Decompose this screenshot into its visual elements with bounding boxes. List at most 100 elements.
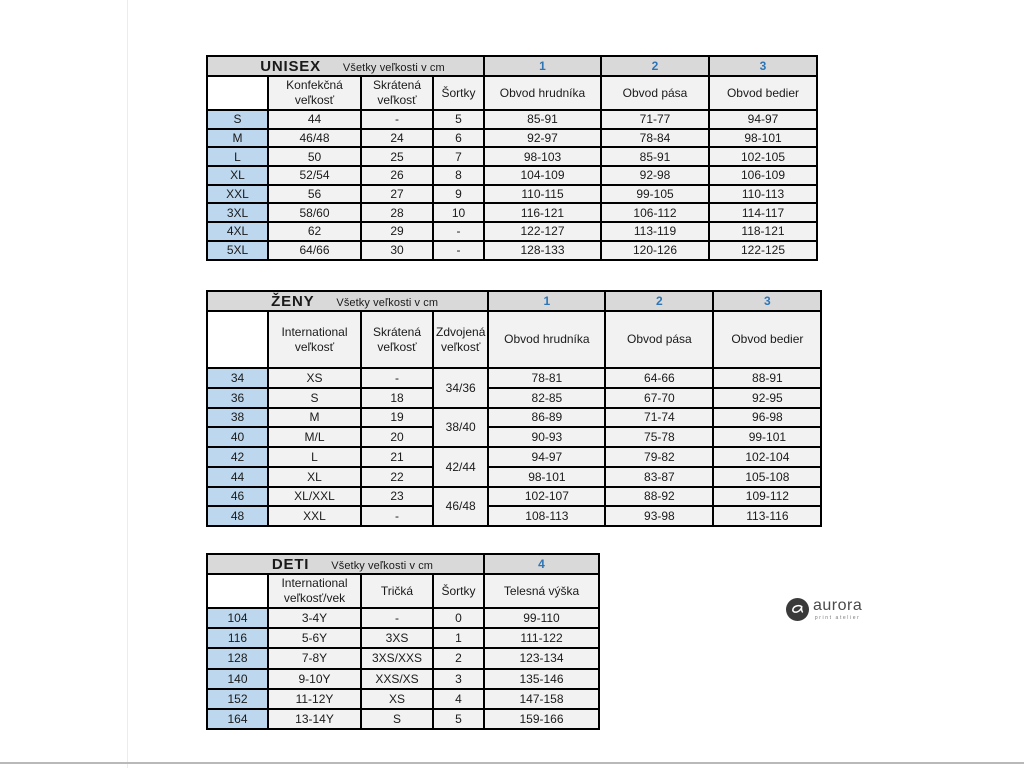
value-cell: 83-87: [604, 465, 715, 488]
page-edge-line-left: [127, 0, 128, 768]
value-cell: 78-81: [487, 367, 607, 389]
value-cell: L: [267, 446, 362, 468]
value-cell: 120-126: [600, 239, 710, 261]
value-cell: 5-6Y: [267, 627, 362, 650]
value-cell: 92-97: [483, 127, 602, 149]
blank-header-cell: [206, 573, 269, 609]
size-label-cell: 46: [206, 485, 269, 508]
value-cell: 102-105: [708, 146, 818, 168]
column-header: Obvod bedier: [708, 75, 818, 111]
column-header: Telesná výška: [483, 573, 600, 609]
measure-number: 1: [487, 290, 607, 312]
measure-number: 2: [600, 55, 710, 77]
value-cell: 94-97: [708, 109, 818, 130]
value-cell: 94-97: [487, 446, 607, 468]
value-cell: 106-109: [708, 165, 818, 186]
value-cell: 7: [432, 146, 485, 168]
column-header: Zdvojená veľkosť: [431, 310, 490, 369]
page-edge-line-bottom: [0, 762, 1024, 764]
table-row: 48 XXL - 108-113 93-98 113-116: [206, 505, 823, 527]
column-header: Obvod hrudníka: [483, 75, 602, 111]
value-cell: 85-91: [483, 109, 602, 130]
table-subtitle: Všetky veľkosti v cm: [336, 296, 439, 309]
value-cell: 27: [360, 183, 434, 205]
value-cell: M/L: [267, 426, 362, 448]
size-label-cell: 104: [206, 606, 269, 630]
size-label-cell: M: [206, 127, 269, 149]
aurora-logo-icon: [786, 598, 809, 621]
value-cell: 85-91: [600, 146, 710, 168]
value-cell: 3: [432, 667, 485, 690]
size-label-cell: 40: [206, 426, 269, 448]
value-cell: 0: [432, 606, 485, 630]
value-cell: 30: [360, 239, 434, 261]
value-cell: 44: [267, 109, 362, 130]
value-cell: 122-127: [483, 221, 602, 242]
measure-number: 3: [712, 290, 823, 312]
value-cell: 23: [360, 485, 434, 508]
value-cell: 122-125: [708, 239, 818, 261]
table-title: DETI: [271, 555, 310, 573]
value-cell: 98-101: [487, 465, 607, 488]
table-row: M 46/48 24 6 92-97 78-84 98-101: [206, 127, 818, 149]
value-cell: 104-109: [483, 165, 602, 186]
size-label-cell: L: [206, 146, 269, 168]
table-row: XL 52/54 26 8 104-109 92-98 106-109: [206, 165, 818, 186]
measure-number: 4: [483, 553, 600, 575]
table-title-cell: DETI Všetky veľkosti v cm: [206, 553, 485, 575]
value-cell: 42/44: [431, 446, 490, 488]
size-label-cell: 4XL: [206, 221, 269, 242]
size-label-cell: 48: [206, 505, 269, 527]
table-row: L 50 25 7 98-103 85-91 102-105: [206, 146, 818, 168]
table-row: 42 L 21 42/44 94-97 79-82 102-104: [206, 446, 823, 488]
value-cell: 102-107: [487, 485, 607, 508]
column-header: Šortky: [432, 573, 485, 609]
value-cell: 99-101: [712, 426, 823, 448]
value-cell: 111-122: [483, 627, 600, 650]
value-cell: 11-12Y: [267, 687, 362, 710]
value-cell: 110-113: [708, 183, 818, 205]
value-cell: 113-119: [600, 221, 710, 242]
measure-number: 1: [483, 55, 602, 77]
size-label-cell: 5XL: [206, 239, 269, 261]
value-cell: 159-166: [483, 707, 600, 731]
column-header: Konfekčná veľkosť: [267, 75, 362, 111]
table-row: 140 9-10Y XXS/XS 3 135-146: [206, 667, 600, 690]
deti-size-table: DETI Všetky veľkosti v cm 4 International v…: [206, 553, 600, 731]
value-cell: 19: [360, 406, 434, 429]
value-cell: -: [360, 109, 434, 130]
value-cell: 3-4Y: [267, 606, 362, 630]
value-cell: 82-85: [487, 386, 607, 409]
value-cell: 78-84: [600, 127, 710, 149]
value-cell: 98-103: [483, 146, 602, 168]
zeny-size-table: ŽENY Všetky veľkosti v cm 1 2 3 International…: [205, 290, 823, 527]
column-header: International veľkosť: [267, 310, 362, 369]
column-header: Tričká: [360, 573, 434, 609]
value-cell: XL/XXL: [267, 485, 362, 508]
value-cell: 24: [360, 127, 434, 149]
value-cell: XXL: [267, 505, 362, 527]
value-cell: 1: [432, 627, 485, 650]
value-cell: -: [432, 239, 485, 261]
value-cell: XL: [267, 465, 362, 488]
table-row: 38 M 19 38/40 86-89 71-74 96-98: [206, 406, 823, 448]
value-cell: 7-8Y: [267, 647, 362, 670]
value-cell: S: [360, 707, 434, 731]
value-cell: 46/48: [431, 485, 490, 527]
value-cell: S: [267, 386, 362, 409]
value-cell: 26: [360, 165, 434, 186]
size-label-cell: 164: [206, 707, 269, 731]
value-cell: 18: [360, 386, 434, 409]
unisex-size-table: UNISEX Všetky veľkosti v cm 1 2 3 Konfekčná v…: [206, 55, 818, 261]
value-cell: -: [360, 606, 434, 630]
value-cell: 34/36: [431, 367, 490, 409]
value-cell: 58/60: [267, 202, 362, 224]
value-cell: 52/54: [267, 165, 362, 186]
column-header: Obvod bedier: [712, 310, 823, 369]
column-header: Obvod hrudníka: [487, 310, 607, 369]
size-label-cell: 34: [206, 367, 269, 389]
column-header: Šortky: [432, 75, 485, 111]
value-cell: 71-77: [600, 109, 710, 130]
size-label-cell: 38: [206, 406, 269, 429]
value-cell: 71-74: [604, 406, 715, 429]
